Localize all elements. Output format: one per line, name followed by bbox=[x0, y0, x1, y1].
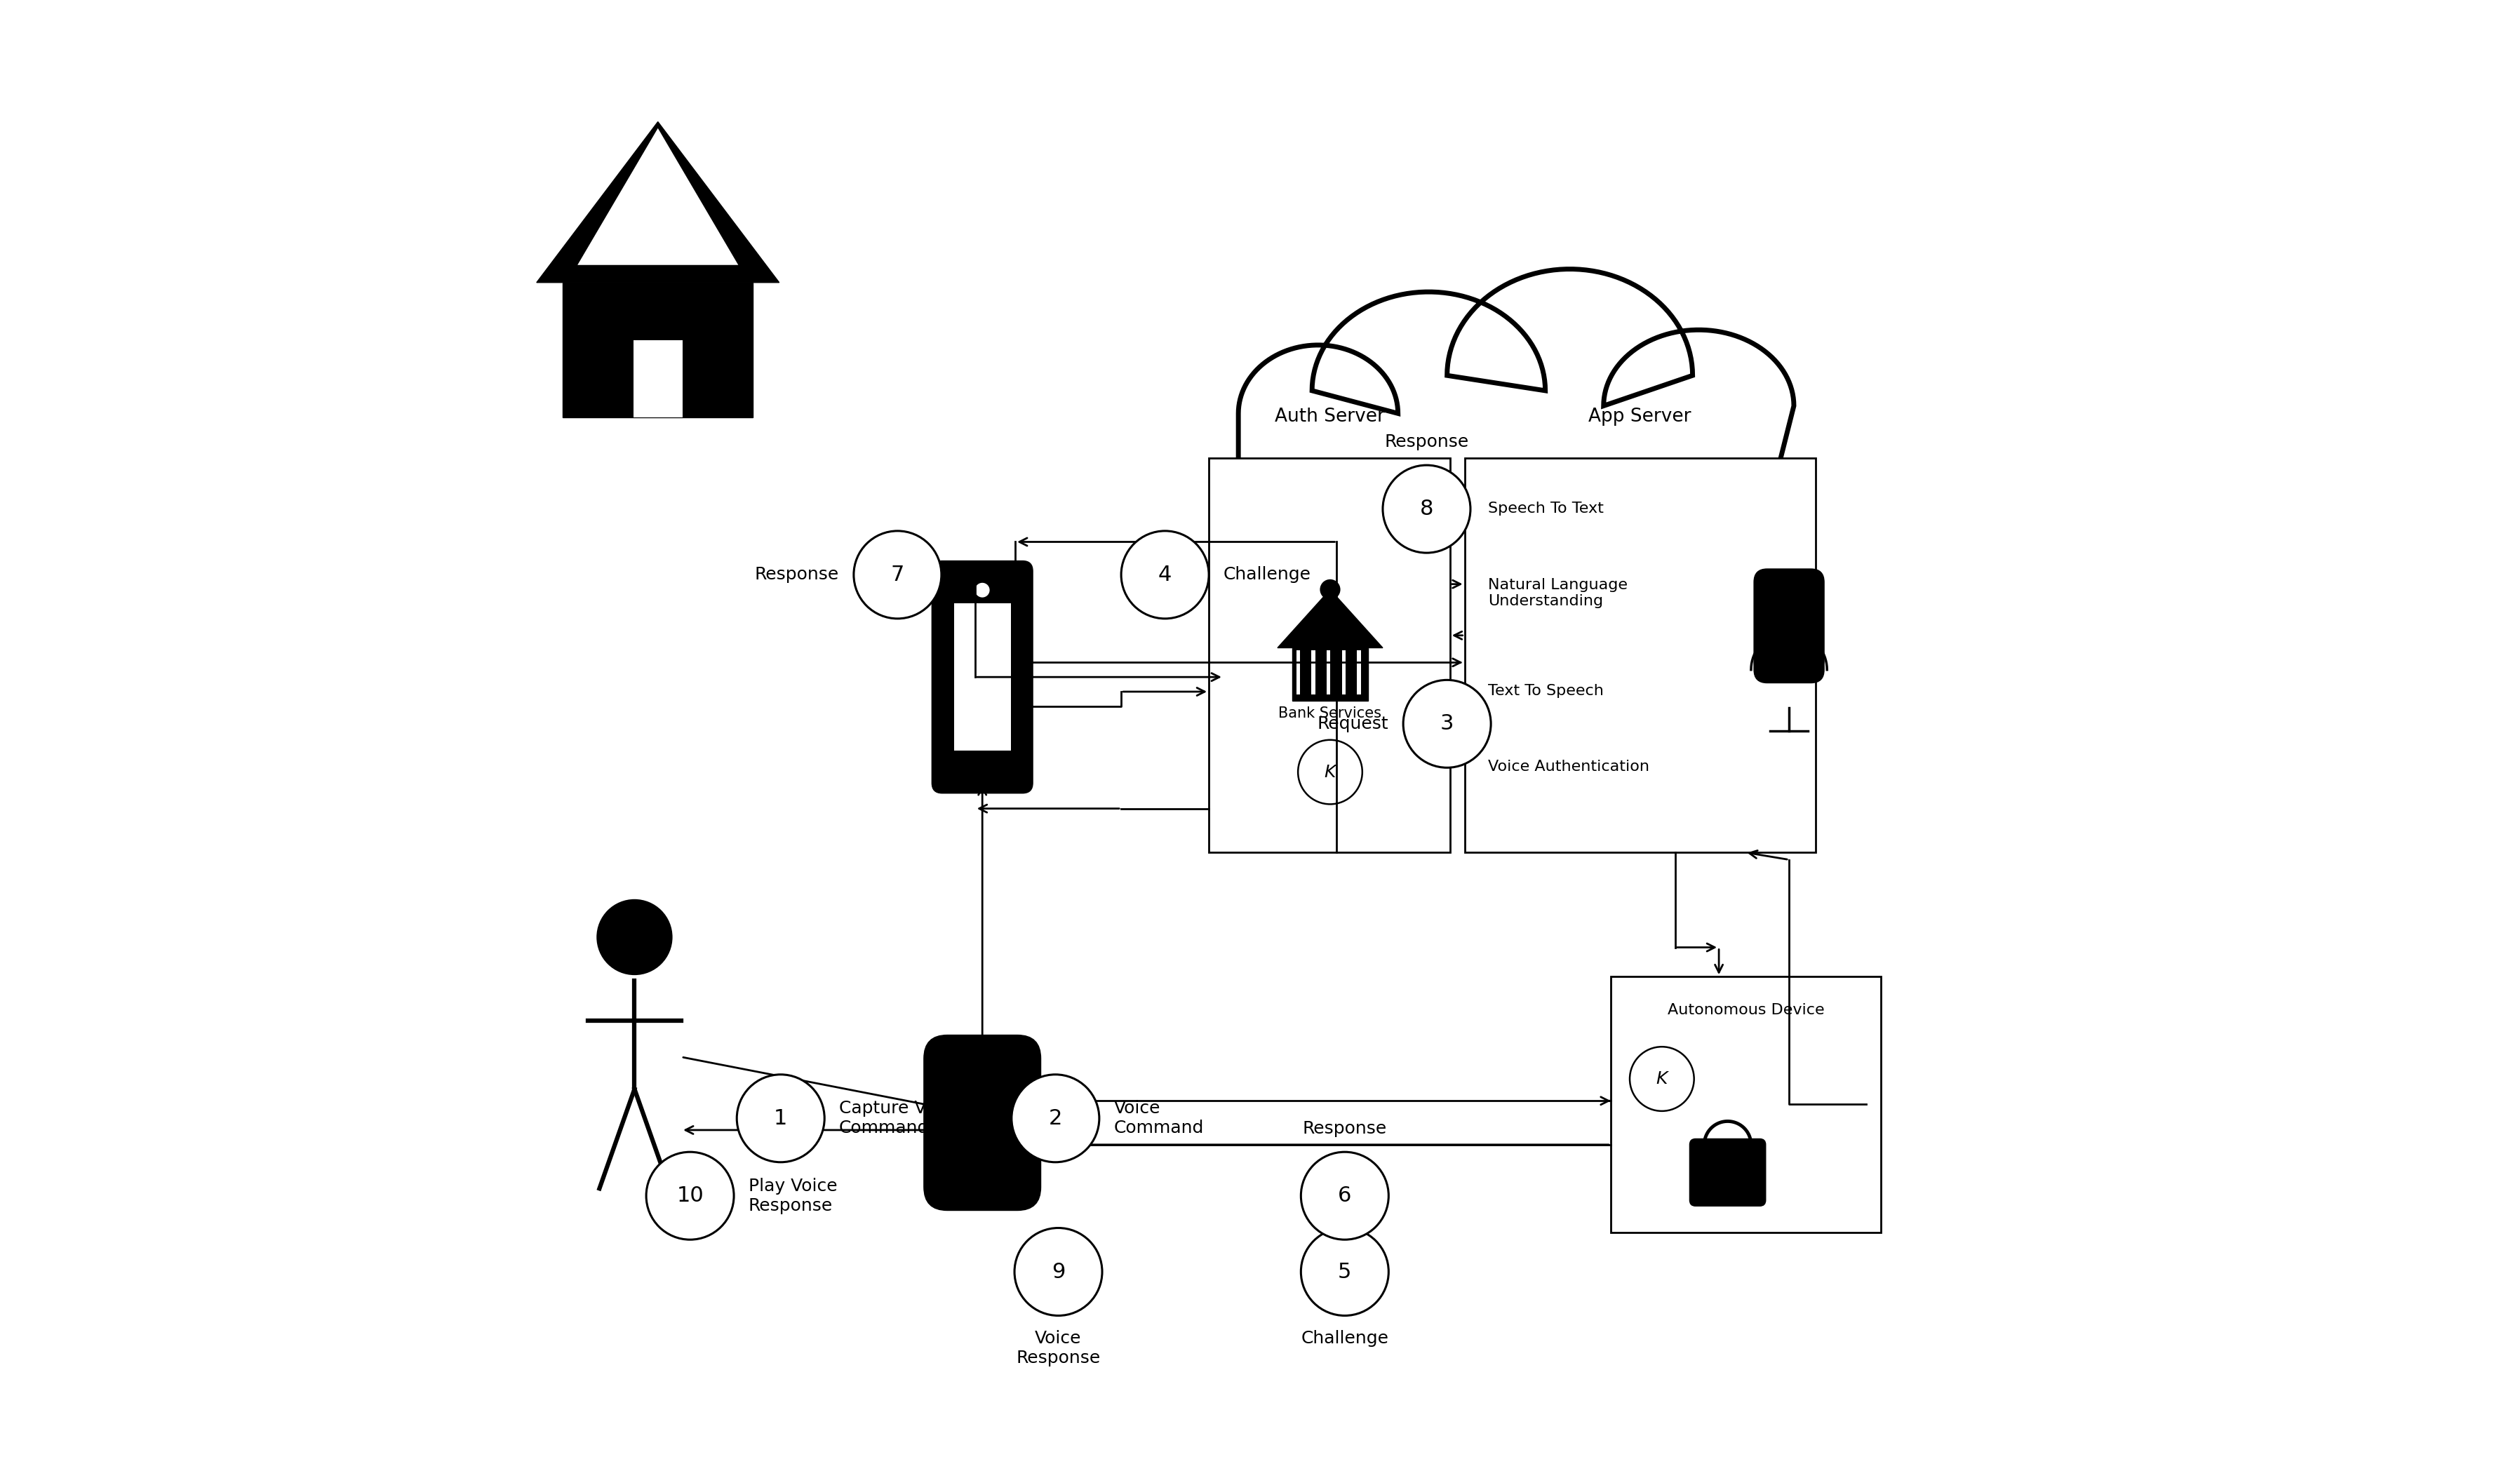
Text: 9: 9 bbox=[1051, 1262, 1066, 1281]
Bar bbox=[1293, 647, 1368, 700]
Text: Bank Services: Bank Services bbox=[1278, 706, 1381, 721]
Circle shape bbox=[1300, 1152, 1389, 1240]
Circle shape bbox=[645, 1152, 733, 1240]
Text: Response: Response bbox=[1383, 434, 1469, 450]
Polygon shape bbox=[537, 122, 779, 282]
Text: Request: Request bbox=[1318, 715, 1389, 733]
Text: 4: 4 bbox=[1159, 565, 1172, 585]
Polygon shape bbox=[1237, 269, 1794, 519]
Text: K: K bbox=[1656, 1071, 1668, 1087]
Bar bbox=[1295, 650, 1300, 694]
FancyBboxPatch shape bbox=[925, 1036, 1041, 1211]
Text: Voice
Command: Voice Command bbox=[1114, 1100, 1205, 1137]
Circle shape bbox=[1404, 680, 1492, 768]
FancyBboxPatch shape bbox=[955, 603, 1011, 750]
Text: Text To Speech: Text To Speech bbox=[1487, 684, 1603, 699]
Text: Response: Response bbox=[1303, 1121, 1386, 1137]
Text: Challenge: Challenge bbox=[1225, 566, 1310, 583]
Polygon shape bbox=[577, 128, 738, 265]
Text: Voice Authentication: Voice Authentication bbox=[1487, 761, 1651, 774]
FancyBboxPatch shape bbox=[1464, 457, 1814, 852]
Text: Response: Response bbox=[756, 566, 839, 583]
Bar bbox=[1326, 650, 1331, 694]
FancyBboxPatch shape bbox=[932, 560, 1033, 793]
Text: Voice
Response: Voice Response bbox=[1016, 1330, 1101, 1367]
Text: Challenge: Challenge bbox=[1300, 1330, 1389, 1347]
Text: 2: 2 bbox=[1048, 1108, 1063, 1128]
Text: Autonomous Device: Autonomous Device bbox=[1668, 1003, 1824, 1016]
Text: 7: 7 bbox=[890, 565, 905, 585]
Text: 3: 3 bbox=[1441, 713, 1454, 734]
Polygon shape bbox=[1278, 590, 1383, 647]
Text: App Server: App Server bbox=[1588, 407, 1691, 425]
Text: 1: 1 bbox=[774, 1108, 786, 1128]
Bar bbox=[1358, 650, 1361, 694]
Circle shape bbox=[736, 1074, 824, 1162]
Text: 10: 10 bbox=[675, 1186, 703, 1206]
Text: 6: 6 bbox=[1338, 1186, 1351, 1206]
Text: Speech To Text: Speech To Text bbox=[1487, 502, 1603, 516]
Text: K: K bbox=[1326, 763, 1336, 781]
Circle shape bbox=[1298, 740, 1363, 805]
FancyBboxPatch shape bbox=[1610, 977, 1880, 1233]
Bar bbox=[562, 282, 753, 418]
Text: Capture Voice
Command: Capture Voice Command bbox=[839, 1100, 960, 1137]
Bar bbox=[1310, 650, 1315, 694]
Circle shape bbox=[854, 531, 942, 619]
Text: Natural Language
Understanding: Natural Language Understanding bbox=[1487, 578, 1628, 608]
Circle shape bbox=[1300, 1228, 1389, 1315]
Circle shape bbox=[1320, 580, 1341, 600]
Circle shape bbox=[975, 583, 990, 597]
Text: 5: 5 bbox=[1338, 1262, 1351, 1281]
Text: Auth Server: Auth Server bbox=[1275, 407, 1383, 425]
FancyBboxPatch shape bbox=[1754, 569, 1824, 683]
FancyBboxPatch shape bbox=[1210, 457, 1449, 852]
Bar bbox=[633, 340, 683, 418]
Circle shape bbox=[1630, 1047, 1693, 1111]
Text: 8: 8 bbox=[1419, 499, 1434, 519]
FancyBboxPatch shape bbox=[1688, 1139, 1767, 1206]
Bar bbox=[1341, 650, 1346, 694]
Circle shape bbox=[1011, 1074, 1099, 1162]
Text: Play Voice
Response: Play Voice Response bbox=[748, 1178, 837, 1214]
Circle shape bbox=[1016, 1228, 1101, 1315]
Circle shape bbox=[1383, 465, 1472, 553]
Circle shape bbox=[597, 899, 673, 975]
Circle shape bbox=[1121, 531, 1210, 619]
